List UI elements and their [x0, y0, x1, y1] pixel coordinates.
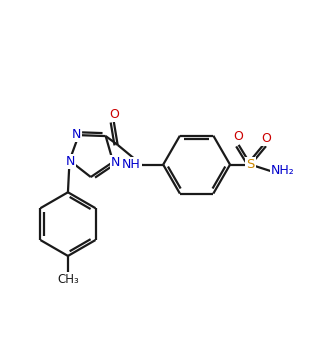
Text: N: N	[66, 155, 75, 168]
Text: NH: NH	[122, 158, 141, 171]
Text: NH₂: NH₂	[271, 164, 294, 177]
Text: S: S	[246, 158, 255, 171]
Text: O: O	[109, 108, 119, 121]
Text: O: O	[261, 132, 271, 145]
Text: CH₃: CH₃	[57, 273, 79, 286]
Text: N: N	[111, 156, 120, 169]
Text: O: O	[234, 130, 244, 143]
Text: N: N	[71, 128, 81, 141]
